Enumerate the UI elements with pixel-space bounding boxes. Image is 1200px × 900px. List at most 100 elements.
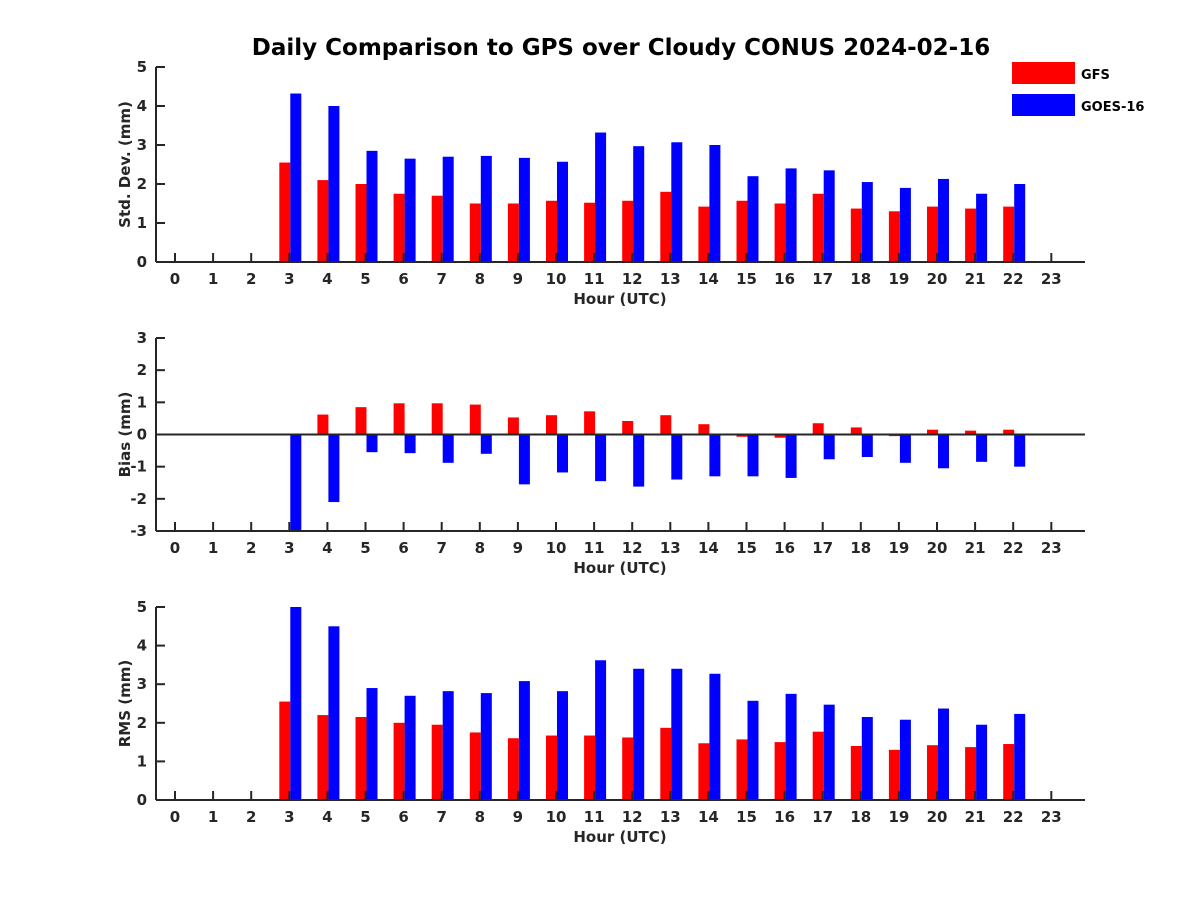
y-tick-label: 1	[137, 214, 147, 232]
x-tick-label: 9	[513, 808, 523, 826]
bar-goes16-10	[557, 161, 568, 262]
legend-label-goes16: GOES-16	[1081, 100, 1144, 115]
bar-goes16-4	[328, 626, 340, 800]
y-tick-label: 0	[137, 253, 147, 271]
bar-goes16-21	[976, 434, 988, 462]
bar-gfs-4	[317, 414, 329, 435]
y-tick-label: 4	[137, 97, 147, 115]
x-tick-label: 19	[888, 808, 909, 826]
y-tick-label: -3	[130, 522, 147, 540]
bar-goes16-9	[518, 157, 530, 262]
bar-gfs-16	[774, 742, 786, 800]
bar-gfs-22	[1003, 744, 1015, 800]
bar-goes16-18	[861, 182, 873, 262]
bar-goes16-5	[366, 688, 378, 800]
y-tick-label: -2	[130, 490, 147, 508]
y-tick-label: 1	[137, 752, 147, 770]
x-tick-label: 12	[622, 808, 643, 826]
bar-goes16-6	[404, 434, 416, 454]
bar-gfs-19	[888, 211, 900, 262]
x-tick-label: 13	[660, 808, 681, 826]
x-tick-label: 1	[208, 270, 218, 288]
bar-gfs-10	[546, 200, 557, 262]
bar-goes16-8	[480, 434, 492, 454]
x-tick-label: 2	[246, 539, 256, 557]
bar-goes16-20	[938, 434, 949, 469]
x-tick-label: 11	[584, 539, 605, 557]
x-tick-label: 17	[812, 808, 833, 826]
bar-goes16-22	[1014, 434, 1026, 467]
bar-goes16-14	[709, 673, 721, 800]
x-tick-label: 14	[698, 539, 719, 557]
bar-goes16-15	[747, 700, 759, 800]
bar-gfs-13	[660, 191, 672, 262]
bar-goes16-3	[290, 434, 302, 531]
bar-gfs-11	[584, 411, 596, 435]
legend-label-gfs: GFS	[1081, 68, 1110, 83]
bar-goes16-10	[557, 691, 568, 800]
bar-goes16-11	[595, 132, 607, 262]
bar-goes16-22	[1014, 713, 1026, 800]
x-tick-label: 1	[208, 808, 218, 826]
x-tick-label: 9	[513, 270, 523, 288]
bar-gfs-3	[279, 162, 291, 262]
bar-goes16-19	[899, 187, 911, 262]
bar-goes16-19	[899, 434, 911, 463]
bar-goes16-5	[366, 434, 378, 453]
x-tick-label: 23	[1041, 270, 1062, 288]
y-axis-label: Std. Dev. (mm)	[116, 101, 134, 228]
x-tick-label: 0	[170, 270, 180, 288]
bar-goes16-3	[290, 93, 302, 263]
x-tick-label: 20	[927, 270, 948, 288]
x-tick-label: 0	[170, 539, 180, 557]
bar-goes16-7	[442, 156, 454, 262]
bar-gfs-4	[317, 715, 329, 800]
x-tick-label: 20	[927, 808, 948, 826]
bar-goes16-19	[899, 719, 911, 800]
x-tick-label: 11	[584, 270, 605, 288]
bar-gfs-22	[1003, 429, 1015, 435]
bar-goes16-14	[709, 145, 721, 262]
bar-goes16-20	[938, 708, 949, 800]
y-tick-label: 0	[137, 426, 147, 444]
bar-goes16-17	[823, 704, 835, 800]
bar-goes16-15	[747, 434, 759, 477]
x-tick-label: 19	[888, 539, 909, 557]
bar-gfs-14	[698, 206, 710, 262]
x-tick-label: 14	[698, 808, 719, 826]
bar-goes16-6	[404, 158, 416, 262]
x-tick-label: 22	[1003, 270, 1024, 288]
x-tick-label: 18	[850, 270, 871, 288]
x-tick-label: 5	[360, 539, 370, 557]
bar-goes16-16	[785, 168, 797, 262]
y-tick-label: 2	[137, 714, 147, 732]
x-tick-label: 6	[398, 808, 408, 826]
bar-goes16-7	[442, 434, 454, 463]
bar-goes16-10	[557, 434, 568, 473]
bar-gfs-7	[431, 195, 443, 262]
bar-gfs-21	[965, 747, 977, 800]
bar-gfs-6	[393, 403, 405, 435]
x-axis-label: Hour (UTC)	[573, 828, 666, 846]
bar-gfs-12	[622, 737, 634, 800]
bar-gfs-13	[660, 727, 672, 800]
x-tick-label: 18	[850, 808, 871, 826]
bar-goes16-13	[671, 434, 683, 480]
x-tick-label: 13	[660, 270, 681, 288]
bar-gfs-10	[546, 735, 557, 800]
chart-title: Daily Comparison to GPS over Cloudy CONU…	[252, 35, 990, 61]
bar-gfs-20	[927, 206, 938, 262]
x-tick-label: 23	[1041, 539, 1062, 557]
bar-gfs-6	[393, 193, 405, 262]
x-tick-label: 5	[360, 270, 370, 288]
x-tick-label: 18	[850, 539, 871, 557]
bar-gfs-21	[965, 430, 977, 435]
bar-goes16-8	[480, 693, 492, 800]
x-tick-label: 9	[513, 539, 523, 557]
bar-goes16-11	[595, 660, 607, 800]
x-tick-label: 21	[965, 539, 986, 557]
bar-goes16-7	[442, 691, 454, 800]
bar-goes16-17	[823, 170, 835, 262]
bar-gfs-15	[736, 434, 748, 437]
